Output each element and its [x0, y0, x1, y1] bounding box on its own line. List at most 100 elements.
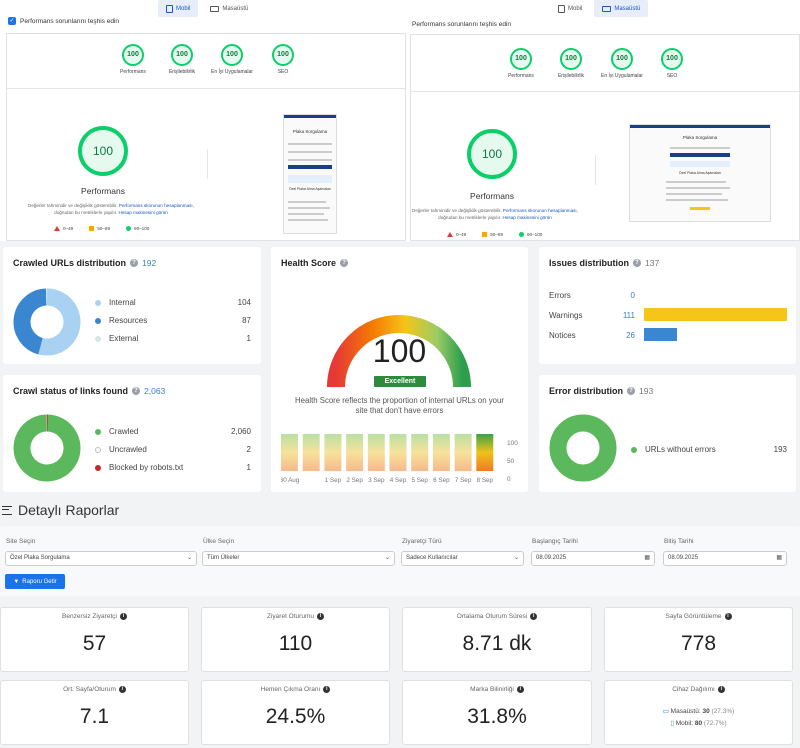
- issue-count[interactable]: 26: [626, 331, 635, 340]
- start-date-input[interactable]: 08.09.2025 ▦: [531, 551, 655, 566]
- legend-value: 2,060: [230, 427, 251, 436]
- site-select[interactable]: Özel Plaka Sorgulama ⌄: [5, 551, 197, 566]
- history-bar[interactable]: [454, 434, 472, 471]
- x-tick-label: 30 Aug: [281, 477, 300, 484]
- calculator-link[interactable]: Hesap makinesini görün: [118, 210, 168, 215]
- x-tick-label: 2 Sep: [346, 477, 363, 484]
- lighthouse-panel-desktop: 100 100 100 100 Performans Erişilebilirl…: [410, 34, 800, 241]
- issue-bar[interactable]: [644, 308, 787, 321]
- issue-label[interactable]: Notices: [549, 331, 576, 340]
- error-donut: [549, 414, 617, 482]
- category-label: En İyi Uygulamalar: [601, 73, 643, 79]
- tab-mobile[interactable]: Mobil: [158, 0, 199, 17]
- history-bar[interactable]: [302, 434, 320, 471]
- issues-card: Issues distribution? 137 Errors 0 Warnings 1…: [539, 247, 796, 364]
- desktop-icon: ▭: [662, 708, 669, 715]
- score-legend: 0–49 50–89 90–100: [54, 226, 149, 231]
- legend-label: Internal: [109, 298, 136, 307]
- legend-row[interactable]: Crawled 2,060: [95, 427, 251, 436]
- crawl-status-donut: [13, 414, 81, 482]
- calc-link[interactable]: Performans skorunun hesaplanması: [118, 203, 193, 208]
- info-icon[interactable]: i: [118, 686, 126, 693]
- legend-label: Resources: [109, 316, 148, 325]
- lighthouse-title: Performans sorunlarını teşhis edin: [412, 21, 511, 28]
- score-gauge: 100: [661, 48, 683, 70]
- phone-icon: [558, 4, 565, 13]
- info-icon[interactable]: i: [530, 613, 538, 620]
- help-icon[interactable]: ?: [132, 387, 141, 395]
- info-icon[interactable]: i: [323, 686, 331, 693]
- health-score-value: 100: [372, 333, 427, 369]
- filter-label: Bitiş Tarihi: [664, 538, 694, 545]
- tab-mobile[interactable]: Mobil: [550, 0, 590, 17]
- donut-segment[interactable]: [13, 288, 48, 355]
- issues-count: 137: [645, 258, 660, 268]
- legend-value: 2: [246, 445, 251, 454]
- help-icon[interactable]: ?: [627, 387, 635, 395]
- tab-desktop[interactable]: Masaüstü: [202, 0, 256, 17]
- x-tick-label: 3 Sep: [368, 477, 385, 484]
- performance-gauge: 100: [78, 126, 128, 176]
- history-bar[interactable]: [389, 434, 407, 471]
- country-select[interactable]: Tüm Ülkeler ⌄: [202, 551, 395, 566]
- end-date-input[interactable]: 08.09.2025 ▦: [663, 551, 787, 566]
- legend-row[interactable]: External 1: [95, 334, 251, 343]
- history-bar[interactable]: [411, 434, 429, 471]
- issue-label[interactable]: Errors: [549, 291, 571, 300]
- x-tick-label: 1 Sep: [325, 477, 342, 484]
- help-icon[interactable]: ?: [130, 259, 139, 267]
- history-bar[interactable]: [346, 434, 364, 471]
- x-tick-label: 6 Sep: [433, 477, 450, 484]
- legend-row[interactable]: Uncrawled 2: [95, 445, 251, 454]
- legend-row[interactable]: Resources 87: [95, 316, 251, 325]
- donut-segment[interactable]: [549, 414, 617, 482]
- filter-label: Site Seçin: [6, 538, 36, 545]
- health-score-card: Health Score? 100 Excellent Health Score…: [271, 247, 528, 492]
- y-tick-label: 50: [507, 458, 515, 465]
- tab-desktop[interactable]: Masaüstü: [594, 0, 649, 17]
- donut-segment[interactable]: [13, 414, 81, 482]
- issue-bar[interactable]: [644, 328, 678, 341]
- device-stat-card: Cihaz Dağılımı i ▭ Masaüstü: 30 (27.3%) ▯…: [604, 680, 793, 745]
- calculator-link[interactable]: Hesap makinesini görün: [502, 215, 552, 220]
- info-icon[interactable]: i: [516, 686, 524, 693]
- crawled-count[interactable]: 192: [142, 258, 157, 268]
- calendar-icon[interactable]: ▦: [644, 555, 650, 561]
- calc-link[interactable]: Performans skorunun hesaplanması: [502, 208, 577, 213]
- visitor-type-select[interactable]: Sadece Kullanıcılar ⌄: [401, 551, 524, 566]
- info-icon[interactable]: i: [717, 686, 725, 693]
- issue-count[interactable]: 0: [630, 291, 635, 300]
- history-bar[interactable]: [476, 434, 494, 471]
- check-icon: ✓: [8, 17, 16, 25]
- help-icon[interactable]: ?: [340, 259, 349, 267]
- device-tabs-left: Mobil Masaüstü: [158, 0, 256, 17]
- history-bar[interactable]: [367, 434, 385, 471]
- card-title: Crawl status of links found: [13, 386, 129, 396]
- info-icon[interactable]: i: [316, 613, 324, 620]
- legend-dot: [95, 299, 101, 306]
- average-icon: [482, 232, 488, 237]
- desktop-screenshot: Plaka Sorgulama Özel Plaka Alma Aşamalar…: [629, 124, 771, 222]
- history-bar[interactable]: [432, 434, 450, 471]
- legend-value: 1: [246, 334, 251, 343]
- donut-segment[interactable]: [38, 288, 81, 356]
- issue-count[interactable]: 111: [622, 311, 635, 320]
- crawled-urls-card: Crawled URLs distribution? 192 Internal 10…: [3, 247, 261, 364]
- calendar-icon[interactable]: ▦: [776, 555, 782, 561]
- history-bar[interactable]: [324, 434, 342, 471]
- legend-row[interactable]: Internal 104: [95, 298, 251, 307]
- info-icon[interactable]: i: [724, 613, 732, 620]
- history-bar[interactable]: [281, 434, 298, 471]
- stat-card: Ortalama Oturum Süresi i 8.71 dk: [402, 607, 592, 672]
- issue-label[interactable]: Warnings: [549, 311, 583, 320]
- help-icon[interactable]: ?: [633, 259, 642, 267]
- get-report-button[interactable]: ▼ Raporu Getir: [5, 574, 65, 589]
- legend-row[interactable]: URLs without errors 193: [631, 445, 787, 454]
- lighthouse-section: Mobil Masaüstü Mobil Masaüstü ✓ Performan…: [0, 0, 800, 241]
- legend-row[interactable]: Blocked by robots.txt 1: [95, 463, 251, 472]
- laptop-icon: [210, 5, 220, 12]
- list-icon: [2, 505, 12, 515]
- legend-label: External: [109, 334, 139, 343]
- info-icon[interactable]: i: [119, 613, 127, 620]
- crawl-status-count[interactable]: 2,063: [144, 386, 166, 396]
